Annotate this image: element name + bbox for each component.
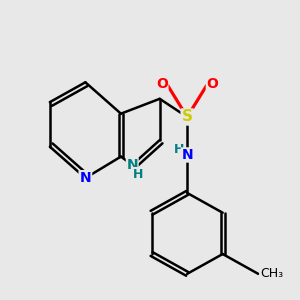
- Text: N: N: [126, 158, 138, 172]
- Text: O: O: [206, 77, 218, 91]
- Text: N: N: [80, 171, 91, 185]
- Text: CH₃: CH₃: [260, 267, 283, 280]
- Text: H: H: [174, 142, 184, 155]
- Text: O: O: [156, 77, 168, 91]
- Text: H: H: [133, 168, 143, 181]
- Text: S: S: [182, 110, 193, 124]
- Text: N: N: [181, 148, 193, 162]
